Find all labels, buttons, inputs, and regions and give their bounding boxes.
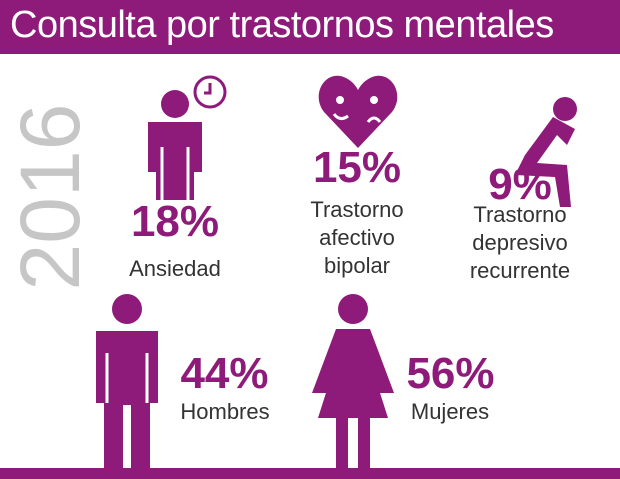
depressive-percent: 9%	[488, 160, 552, 209]
year-label: 2016	[3, 103, 97, 291]
label-line: afectivo	[319, 225, 395, 250]
label-line: bipolar	[323, 253, 391, 278]
depressive-label: Trastorno depresivo recurrente	[450, 201, 590, 285]
footer-bar	[0, 468, 620, 479]
woman-icon	[312, 294, 394, 468]
anxiety-percent: 18%	[130, 197, 220, 246]
bipolar-label: Trastorno afectivo bipolar	[287, 196, 427, 280]
page-title: Consulta por trastornos mentales	[10, 4, 554, 46]
women-label: Mujeres	[410, 399, 490, 424]
bipolar-percent: 15%	[312, 143, 402, 192]
heart-face-icon	[318, 75, 398, 148]
label-line: depresivo	[472, 230, 568, 255]
men-label: Hombres	[180, 399, 270, 424]
anxiety-label: Ansiedad	[129, 256, 221, 281]
label-line: Trastorno	[473, 202, 567, 227]
sitting-person-icon	[515, 97, 577, 207]
man-icon	[96, 294, 158, 468]
header-bar	[0, 0, 620, 54]
label-line: recurrente	[469, 258, 571, 283]
women-percent: 56%	[406, 349, 495, 398]
men-percent: 44%	[180, 349, 269, 398]
label-line: Trastorno	[310, 197, 404, 222]
person-clock-icon	[148, 75, 227, 200]
